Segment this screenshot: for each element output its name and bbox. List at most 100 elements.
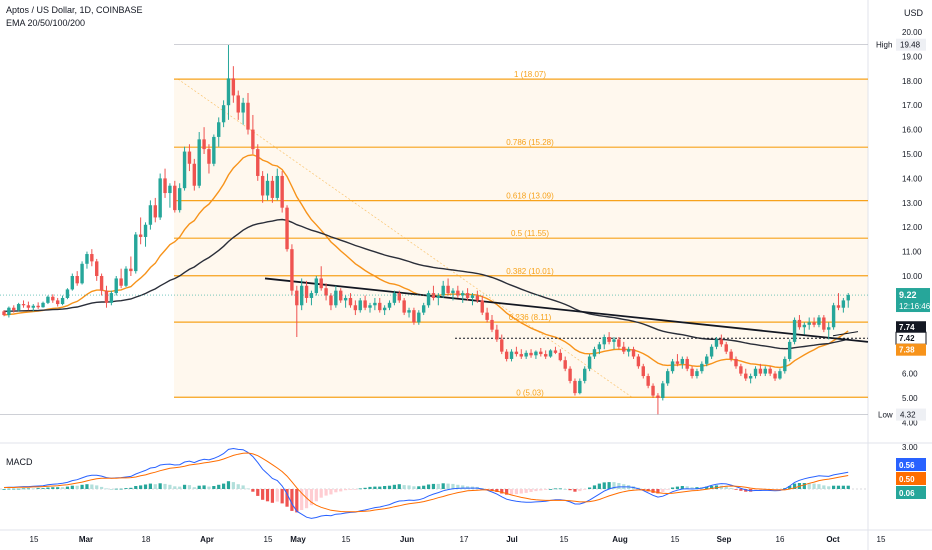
fib-label: 0.618 (13.09) bbox=[506, 192, 554, 201]
candle-body bbox=[768, 368, 772, 374]
candle-body bbox=[622, 346, 626, 352]
candle-body bbox=[168, 185, 172, 194]
candle-body bbox=[695, 371, 699, 377]
signal-tag-bg bbox=[896, 472, 926, 485]
macd-hist-bar bbox=[212, 486, 216, 489]
x-tick-label: 16 bbox=[776, 535, 785, 544]
candle-body bbox=[846, 295, 850, 301]
macd-hist-bar bbox=[261, 489, 265, 500]
macd-hist-bar bbox=[666, 489, 670, 490]
candle-body bbox=[7, 307, 11, 316]
candle-body bbox=[368, 305, 372, 308]
macd-hist-bar bbox=[319, 489, 323, 498]
currency-label[interactable]: USD bbox=[904, 8, 924, 18]
candle-body bbox=[202, 139, 206, 150]
candle-body bbox=[705, 356, 709, 364]
macd-hist-bar bbox=[153, 484, 157, 489]
y-tick-label: 3.00 bbox=[902, 443, 918, 452]
macd-hist-bar bbox=[446, 483, 450, 489]
macd-hist-bar bbox=[192, 487, 196, 489]
candle-body bbox=[319, 278, 323, 289]
candle-body bbox=[509, 351, 514, 359]
candle-body bbox=[353, 305, 358, 311]
macd-hist-bar bbox=[534, 489, 538, 492]
candle-body bbox=[685, 358, 689, 369]
signal-line bbox=[4, 452, 849, 513]
x-tick-label: Jul bbox=[506, 535, 518, 544]
ema-legend: EMA 20/50/100/200 bbox=[6, 18, 86, 28]
candle-body bbox=[46, 296, 50, 303]
macd-hist-bar bbox=[553, 488, 558, 490]
macd-hist-bar bbox=[656, 489, 660, 494]
y-tick-label: 17.00 bbox=[902, 101, 923, 110]
candle-body bbox=[221, 105, 226, 123]
macd-hist-bar bbox=[158, 483, 162, 489]
candle-body bbox=[504, 351, 509, 359]
macd-hist-bar bbox=[182, 484, 187, 489]
candle-body bbox=[485, 312, 489, 320]
macd-hist-bar bbox=[392, 484, 396, 489]
macd-hist-bar bbox=[207, 486, 211, 489]
macd-hist-bar bbox=[680, 486, 684, 489]
y-tick-label: 5.00 bbox=[902, 394, 918, 403]
macd-hist-bar bbox=[265, 489, 270, 502]
macd-hist-bar bbox=[514, 489, 518, 495]
candle-body bbox=[787, 341, 792, 359]
macd-hist-bar bbox=[324, 489, 328, 496]
candle-body bbox=[670, 361, 675, 372]
macd-hist-bar bbox=[222, 483, 226, 489]
macd-hist-bar bbox=[827, 486, 831, 489]
macd-hist-bar bbox=[129, 487, 133, 489]
candle-body bbox=[446, 285, 450, 294]
macd-line bbox=[3, 447, 849, 519]
candle-body bbox=[461, 293, 465, 296]
macd-hist-bar bbox=[690, 487, 694, 489]
candle-body bbox=[197, 139, 201, 186]
tag-738-bg bbox=[896, 343, 926, 356]
candle-body bbox=[827, 327, 831, 330]
candle-body bbox=[55, 300, 60, 305]
candle-body bbox=[451, 290, 455, 294]
macd-hist-bar bbox=[202, 485, 206, 489]
macd-hist-bar bbox=[339, 489, 343, 492]
candle-body bbox=[275, 175, 279, 198]
candle-body bbox=[680, 358, 685, 364]
candle-body bbox=[631, 349, 636, 357]
macd-hist-bar bbox=[368, 486, 372, 489]
macd-hist-bar bbox=[695, 487, 699, 489]
macd-hist-bar bbox=[173, 486, 177, 489]
candle-body bbox=[373, 302, 377, 306]
x-tick-label: Sep bbox=[717, 535, 732, 544]
macd-hist-bar bbox=[134, 486, 138, 489]
macd-hist-bar bbox=[426, 484, 431, 489]
x-tick-label: Jun bbox=[400, 535, 414, 544]
macd-hist-bar bbox=[607, 482, 611, 489]
candle-body bbox=[465, 293, 470, 298]
macd-hist-bar bbox=[246, 488, 250, 490]
candle-body bbox=[758, 368, 763, 374]
macd-hist-bar bbox=[573, 489, 577, 492]
macd-hist-bar bbox=[109, 489, 113, 490]
macd-hist-bar bbox=[85, 484, 89, 489]
hist-tag-bg bbox=[896, 486, 926, 499]
candle-body bbox=[841, 300, 846, 308]
macd-hist-bar bbox=[12, 488, 16, 490]
macd-hist-bar bbox=[578, 489, 582, 492]
macd-hist-bar bbox=[592, 485, 597, 489]
candle-body bbox=[822, 317, 826, 330]
y-tick-label: 16.00 bbox=[902, 126, 923, 135]
low-value: 4.32 bbox=[900, 411, 916, 420]
x-tick-label: 15 bbox=[342, 535, 351, 544]
candle-body bbox=[270, 180, 275, 198]
candle-body bbox=[339, 290, 343, 301]
y-tick-label: 20.00 bbox=[902, 28, 923, 37]
candle-body bbox=[495, 329, 499, 340]
macd-hist-bar bbox=[334, 489, 338, 493]
candle-body bbox=[441, 285, 445, 296]
macd-hist-bar bbox=[70, 485, 74, 489]
macd-hist-bar bbox=[226, 481, 231, 489]
candle-body bbox=[592, 349, 597, 357]
macd-hist-bar bbox=[353, 489, 357, 490]
candle-body bbox=[358, 300, 362, 311]
